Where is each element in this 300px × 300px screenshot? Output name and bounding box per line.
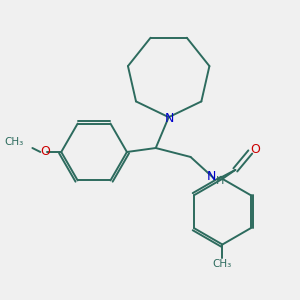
Text: O: O: [40, 146, 50, 158]
Text: N: N: [207, 170, 216, 183]
Text: N: N: [165, 112, 174, 125]
Text: CH₃: CH₃: [213, 260, 232, 269]
Text: CH₃: CH₃: [4, 137, 23, 147]
Text: H: H: [216, 176, 225, 186]
Text: O: O: [250, 142, 260, 155]
